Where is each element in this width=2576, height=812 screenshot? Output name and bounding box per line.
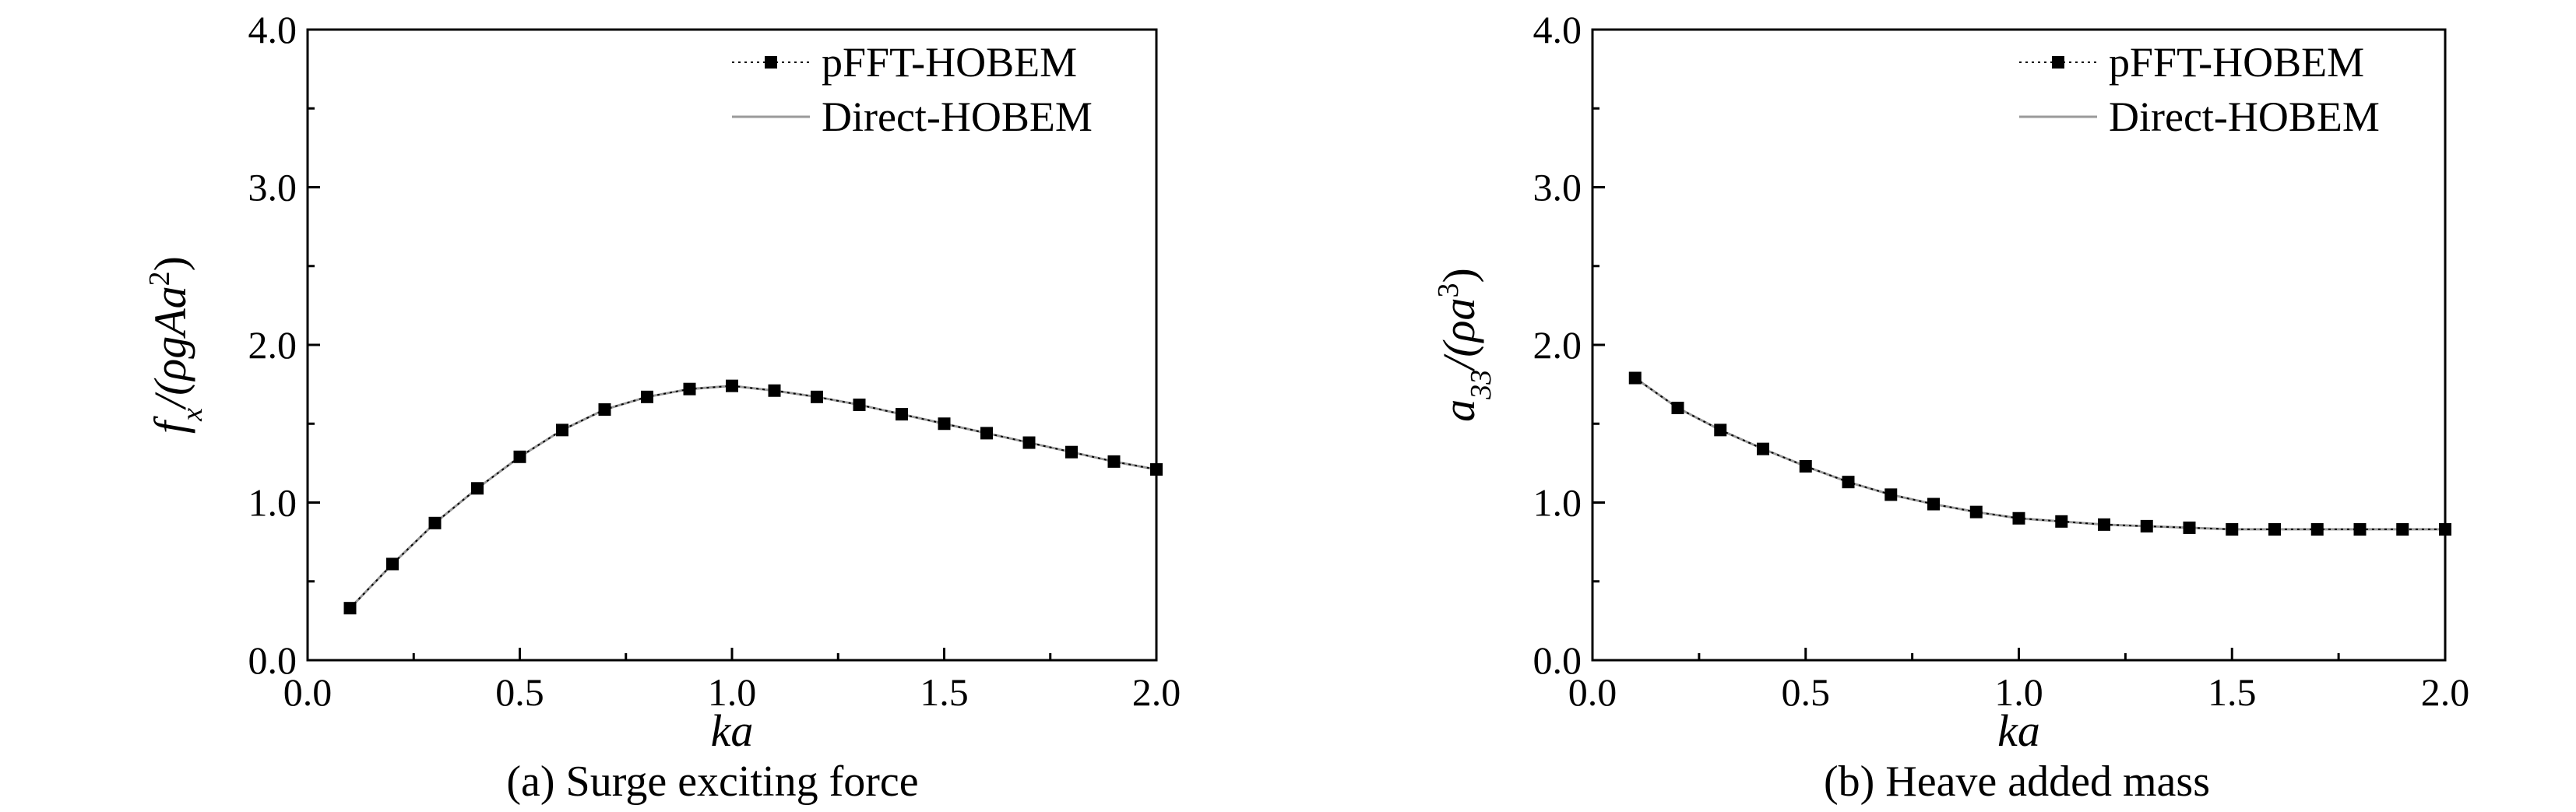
data-point-pfft-hobem [811, 390, 823, 403]
legend-marker-pfft-hobem [2052, 56, 2064, 69]
y-label-symbol: a [1434, 399, 1484, 422]
y-label-subscript: 33 [1465, 370, 1497, 400]
data-point-pfft-hobem [896, 408, 908, 421]
y-axis-label: a33/(ρa3) [1432, 268, 1497, 422]
data-point-pfft-hobem [2055, 515, 2068, 528]
legend-label-direct-hobem: Direct-HOBEM [2109, 93, 2380, 140]
y-label-subscript: x [176, 408, 209, 422]
x-tick-label: 1.0 [708, 670, 757, 714]
data-point-pfft-hobem [1842, 476, 1855, 489]
y-tick-label: 2.0 [1533, 323, 1582, 367]
data-point-pfft-hobem [1065, 445, 1078, 459]
data-point-pfft-hobem [1884, 488, 1898, 501]
data-point-pfft-hobem [2439, 522, 2451, 536]
data-point-pfft-hobem [2310, 522, 2324, 536]
x-tick-label: 1.0 [1994, 670, 2043, 714]
data-point-pfft-hobem [428, 516, 442, 529]
data-point-pfft-hobem [938, 417, 951, 431]
data-point-pfft-hobem [471, 482, 484, 495]
y-label-end: ) [1434, 268, 1484, 283]
data-point-pfft-hobem [513, 450, 526, 463]
x-axis-label: ka [711, 705, 754, 756]
x-tick-label: 2.0 [2421, 670, 2470, 714]
data-point-pfft-hobem [641, 390, 653, 403]
y-label-middle: /(ρa [1434, 298, 1484, 372]
data-point-pfft-hobem [1714, 424, 1727, 437]
y-axis-label: fx/(ρgAa2) [143, 256, 209, 434]
data-point-pfft-hobem [1757, 442, 1769, 455]
x-tick-label: 0.5 [1782, 670, 1831, 714]
y-label-superscript: 2 [143, 271, 176, 286]
data-point-pfft-hobem [683, 382, 696, 395]
data-point-pfft-hobem [1799, 459, 1812, 473]
y-label-end: ) [145, 256, 195, 271]
data-point-pfft-hobem [598, 403, 611, 417]
data-point-pfft-hobem [1969, 505, 1983, 518]
data-point-pfft-hobem [2226, 522, 2239, 536]
y-tick-label: 3.0 [248, 166, 297, 209]
x-tick-label: 1.5 [2208, 670, 2257, 714]
data-point-pfft-hobem [2268, 522, 2281, 536]
data-point-pfft-hobem [556, 424, 568, 437]
legend-label-pfft-hobem: pFFT-HOBEM [2109, 39, 2364, 86]
x-tick-label: 0.0 [1568, 670, 1617, 714]
series-line-pfft-hobem [1635, 377, 2445, 530]
data-point-pfft-hobem [1671, 402, 1684, 414]
y-tick-label: 3.0 [1533, 166, 1582, 209]
data-point-pfft-hobem [1022, 436, 1036, 449]
data-point-pfft-hobem [2396, 522, 2409, 536]
data-point-pfft-hobem [2012, 511, 2025, 525]
series-line-direct-hobem [1634, 377, 2445, 531]
data-point-pfft-hobem [1150, 462, 1163, 476]
x-tick-label: 0.5 [495, 670, 544, 714]
y-tick-label: 2.0 [248, 323, 297, 367]
x-tick-label: 0.0 [283, 670, 333, 714]
data-point-pfft-hobem [2183, 521, 2196, 534]
data-point-pfft-hobem [2353, 522, 2367, 536]
series-line-direct-hobem [349, 385, 1157, 610]
y-tick-label: 4.0 [1533, 8, 1582, 51]
y-tick-label: 1.0 [248, 481, 297, 525]
data-point-pfft-hobem [343, 602, 357, 615]
data-point-pfft-hobem [2140, 519, 2153, 533]
y-tick-label: 0.0 [248, 638, 297, 682]
data-point-pfft-hobem [386, 557, 399, 571]
y-label-middle: /(ρgAa [145, 286, 195, 410]
x-tick-label: 1.5 [920, 670, 969, 714]
data-point-pfft-hobem [2098, 518, 2110, 531]
data-point-pfft-hobem [768, 384, 781, 397]
chart-panel-a: 0.0 0.5 1.0 1.5 2.0 0.0 1.0 2.0 3.0 4.0 ka fx/(ρgAa… [143, 8, 1181, 806]
y-label-superscript: 3 [1432, 283, 1465, 298]
data-point-pfft-hobem [1107, 455, 1121, 468]
data-point-pfft-hobem [980, 427, 993, 440]
data-point-pfft-hobem [1628, 371, 1642, 385]
panel-caption: (b) Heave added mass [1824, 758, 2210, 806]
panel-caption: (a) Surge exciting force [506, 758, 918, 806]
legend-label-direct-hobem: Direct-HOBEM [822, 93, 1093, 140]
series-line-pfft-hobem [349, 385, 1157, 609]
x-axis-label: ka [1997, 705, 2040, 756]
chart-panel-b: 0.0 0.5 1.0 1.5 2.0 0.0 1.0 2.0 3.0 4.0 ka a33/(ρa3… [1432, 8, 2469, 806]
data-point-pfft-hobem [726, 379, 738, 392]
data-point-pfft-hobem [1927, 497, 1940, 511]
x-tick-label: 2.0 [1132, 670, 1181, 714]
y-tick-label: 4.0 [248, 8, 297, 51]
legend-label-pfft-hobem: pFFT-HOBEM [822, 39, 1077, 86]
legend: pFFT-HOBEM Direct-HOBEM [2019, 39, 2380, 140]
legend: pFFT-HOBEM Direct-HOBEM [732, 39, 1093, 140]
y-tick-label: 0.0 [1533, 638, 1582, 682]
legend-marker-pfft-hobem [765, 56, 777, 69]
data-point-pfft-hobem [853, 398, 866, 411]
y-tick-label: 1.0 [1533, 481, 1582, 525]
